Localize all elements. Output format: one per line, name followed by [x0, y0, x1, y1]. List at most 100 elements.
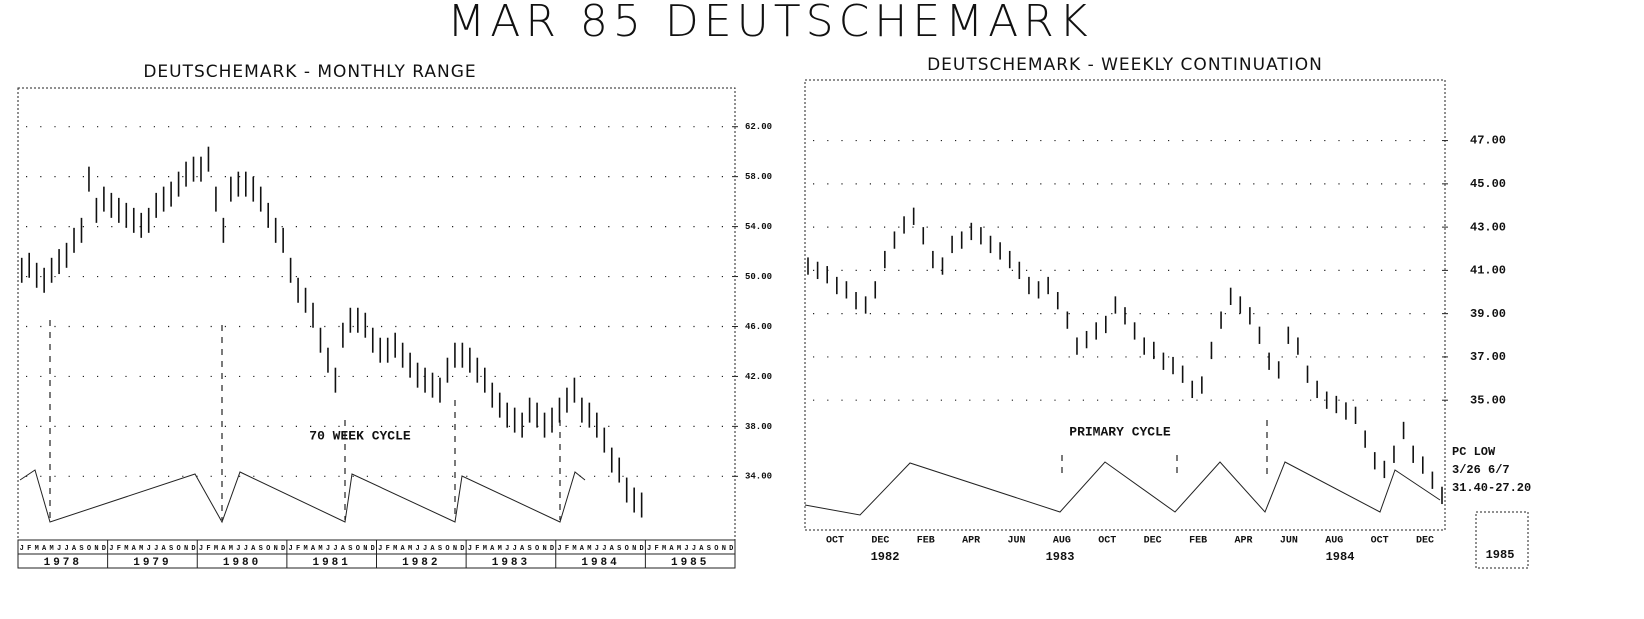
year-label: 1983	[1046, 550, 1075, 564]
year-box	[1475, 511, 1529, 569]
chart-title: DEUTSCHEMARK - WEEKLY CONTINUATION	[927, 55, 1323, 75]
x-tick-label: J	[468, 545, 472, 553]
x-tick-label: M	[50, 545, 54, 553]
x-tick-label: S	[348, 545, 352, 553]
x-tick-label: A	[162, 545, 167, 553]
x-tick-label: J	[64, 545, 68, 553]
x-tick-label: F	[27, 545, 31, 553]
x-tick-label: M	[303, 545, 307, 553]
year-label: 1978	[44, 557, 82, 569]
cycle-line	[19, 469, 586, 524]
x-tick-label: M	[214, 545, 218, 553]
x-tick-label: M	[35, 545, 39, 553]
x-tick-label: S	[438, 545, 442, 553]
x-tick-label: D	[371, 545, 375, 553]
x-tick-label: N	[184, 545, 188, 553]
x-tick-label: J	[109, 545, 113, 553]
x-tick-label: M	[587, 545, 591, 553]
y-tick-label: 58.00	[745, 172, 772, 182]
x-tick-label: J	[415, 545, 419, 553]
year-label: 1985	[671, 557, 709, 569]
x-tick-label: D	[460, 545, 464, 553]
y-tick-label: 50.00	[745, 272, 772, 282]
annotation: PRIMARY CYCLE	[1069, 424, 1171, 439]
x-tick-label: O	[176, 545, 180, 553]
x-tick-label: A	[401, 545, 406, 553]
x-tick-label: M	[677, 545, 681, 553]
x-tick-label: F	[565, 545, 569, 553]
annotation: 70 WEEK CYCLE	[309, 428, 411, 443]
x-tick-label: J	[684, 545, 688, 553]
x-tick-label: M	[318, 545, 322, 553]
x-tick-label: FEB	[917, 536, 935, 547]
x-tick-label: A	[72, 545, 77, 553]
x-tick-label: S	[617, 545, 621, 553]
y-tick-label: 54.00	[745, 222, 772, 232]
x-tick-label: OCT	[1371, 536, 1389, 547]
x-tick-label: OCT	[1098, 536, 1116, 547]
x-tick-label: N	[363, 545, 367, 553]
x-tick-label: AUG	[1053, 536, 1071, 547]
x-tick-label: M	[229, 545, 233, 553]
y-tick-label: 35.00	[1470, 393, 1506, 407]
y-tick-label: 45.00	[1470, 177, 1506, 191]
year-label: 1980	[223, 557, 261, 569]
x-tick-label: N	[274, 545, 278, 553]
y-tick-label: 41.00	[1470, 264, 1506, 278]
x-tick-label: D	[640, 545, 644, 553]
x-tick-label: M	[498, 545, 502, 553]
x-tick-label: S	[528, 545, 532, 553]
x-tick-label: D	[281, 545, 285, 553]
x-tick-label: F	[386, 545, 390, 553]
x-tick-label: N	[632, 545, 636, 553]
x-tick-label: A	[430, 545, 435, 553]
x-tick-label: J	[244, 545, 248, 553]
x-tick-label: DEC	[1144, 536, 1162, 547]
year-label: 1984	[581, 557, 619, 569]
plot-frame	[17, 87, 736, 541]
x-tick-label: A	[610, 545, 615, 553]
x-tick-label: J	[20, 545, 24, 553]
x-tick-label: O	[445, 545, 449, 553]
x-tick-label: J	[236, 545, 240, 553]
x-tick-label: M	[139, 545, 143, 553]
x-tick-label: J	[692, 545, 696, 553]
x-tick-label: D	[191, 545, 195, 553]
x-tick-label: M	[408, 545, 412, 553]
x-tick-label: A	[311, 545, 316, 553]
x-tick-label: J	[333, 545, 337, 553]
x-tick-label: O	[625, 545, 629, 553]
x-tick-label: A	[699, 545, 704, 553]
year-label: 1985	[1486, 548, 1515, 562]
x-tick-label: J	[378, 545, 382, 553]
x-tick-label: N	[542, 545, 546, 553]
x-tick-label: A	[580, 545, 585, 553]
x-tick-label: J	[289, 545, 293, 553]
x-tick-label: S	[707, 545, 711, 553]
x-tick-label: A	[221, 545, 226, 553]
x-tick-label: J	[147, 545, 151, 553]
x-tick-label: J	[602, 545, 606, 553]
y-tick-label: 62.00	[745, 122, 772, 132]
x-tick-label: N	[453, 545, 457, 553]
x-tick-label: J	[505, 545, 509, 553]
x-tick-label: M	[393, 545, 397, 553]
x-tick-label: S	[79, 545, 83, 553]
x-tick-label: AUG	[1325, 536, 1343, 547]
annotation: 3/26 6/7	[1452, 463, 1510, 477]
y-tick-label: 42.00	[745, 372, 772, 382]
annotation: 31.40-27.20	[1452, 481, 1531, 495]
x-tick-label: D	[729, 545, 733, 553]
x-tick-label: APR	[962, 536, 980, 547]
x-tick-label: J	[423, 545, 427, 553]
x-tick-label: OCT	[826, 536, 844, 547]
x-tick-label: J	[513, 545, 517, 553]
x-tick-label: M	[483, 545, 487, 553]
x-tick-label: DEC	[871, 536, 889, 547]
x-tick-label: F	[296, 545, 300, 553]
y-tick-label: 39.00	[1470, 307, 1506, 321]
page-title: MAR 85 DEUTSCHEMARK	[447, 0, 1092, 47]
x-tick-label: F	[117, 545, 121, 553]
x-tick-label: M	[572, 545, 576, 553]
